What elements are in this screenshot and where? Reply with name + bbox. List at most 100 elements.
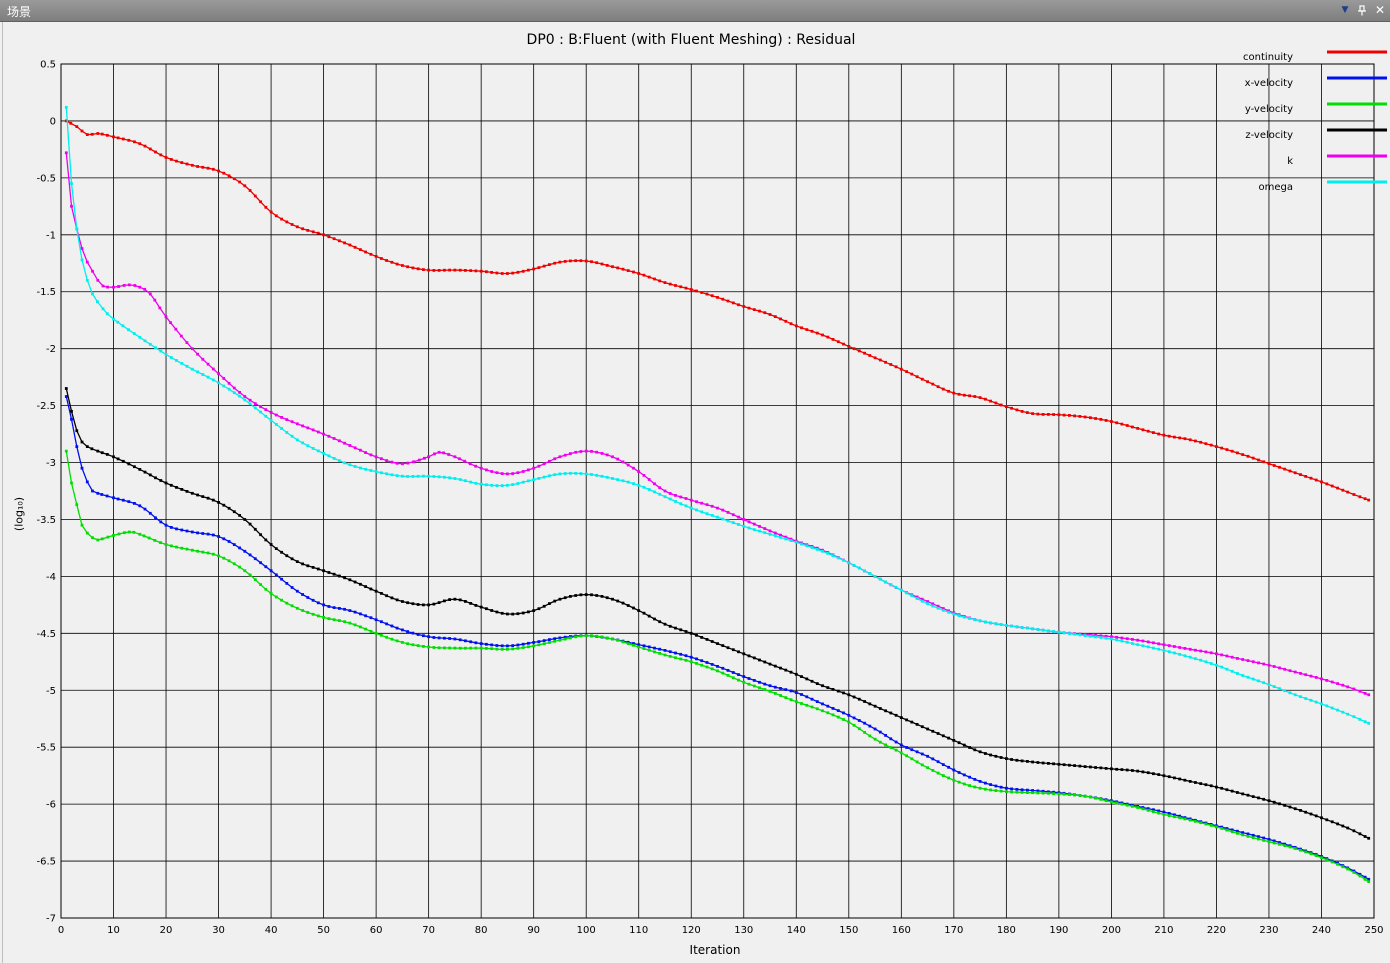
data-point-omega: [521, 480, 525, 484]
data-point-z-velocity: [763, 660, 767, 664]
data-point-x-velocity: [385, 622, 388, 626]
data-point-k: [169, 321, 172, 325]
data-point-x-velocity: [968, 775, 971, 779]
data-point-continuity: [1278, 465, 1281, 469]
data-point-x-velocity: [1251, 833, 1255, 837]
data-point-omega: [815, 548, 819, 551]
data-point-z-velocity: [1304, 810, 1308, 814]
data-point-z-velocity: [1010, 758, 1013, 761]
data-point-k: [485, 468, 488, 472]
data-point-y-velocity: [495, 647, 499, 651]
data-point-x-velocity: [537, 640, 541, 643]
data-point-y-velocity: [269, 592, 273, 595]
data-point-z-velocity: [899, 716, 903, 719]
data-point-continuity: [1309, 476, 1313, 480]
data-point-omega: [1325, 704, 1329, 708]
menu-dropdown-icon[interactable]: ▼: [1341, 5, 1349, 15]
data-point-y-velocity: [348, 621, 352, 625]
x-tick-label: 10: [107, 925, 120, 936]
data-point-z-velocity: [532, 609, 536, 612]
data-point-k: [243, 395, 247, 398]
data-point-y-velocity: [232, 562, 236, 566]
chart-legend: continuity x-velocity y-velocity z-velocity…: [1243, 50, 1387, 193]
data-point-k: [211, 367, 215, 371]
data-point-k: [1336, 682, 1339, 685]
data-point-z-velocity: [584, 593, 588, 596]
data-point-omega: [96, 300, 99, 303]
data-point-y-velocity: [779, 694, 782, 697]
data-point-omega: [243, 398, 247, 402]
data-point-y-velocity: [957, 780, 961, 784]
data-point-x-velocity: [899, 743, 903, 747]
data-point-z-velocity: [1141, 770, 1145, 774]
data-point-omega: [920, 599, 924, 603]
data-point-x-velocity: [926, 754, 929, 758]
data-point-omega: [138, 335, 142, 339]
data-point-continuity: [269, 210, 273, 214]
data-point-z-velocity: [521, 611, 525, 615]
data-point-k: [70, 204, 73, 208]
data-point-continuity: [1010, 406, 1013, 410]
data-point-x-velocity: [962, 773, 966, 777]
data-point-z-velocity: [227, 506, 231, 510]
data-point-y-velocity: [1015, 790, 1019, 794]
data-point-y-velocity: [852, 723, 856, 727]
data-point-y-velocity: [1178, 816, 1182, 820]
data-point-z-velocity: [411, 602, 415, 606]
data-point-z-velocity: [1152, 772, 1155, 776]
data-point-k: [311, 428, 315, 432]
data-point-omega: [485, 483, 488, 487]
data-point-z-velocity: [306, 564, 310, 568]
data-point-omega: [469, 480, 473, 484]
data-point-continuity: [227, 174, 231, 178]
data-point-omega: [1251, 677, 1255, 681]
data-point-k: [1225, 654, 1229, 658]
data-point-k: [295, 422, 299, 426]
data-point-z-velocity: [327, 571, 331, 574]
data-point-k: [227, 381, 231, 385]
data-point-z-velocity: [148, 473, 152, 477]
data-point-z-velocity: [385, 594, 388, 598]
data-point-k: [91, 269, 94, 273]
data-point-continuity: [1167, 434, 1171, 438]
data-point-k: [548, 459, 551, 463]
data-point-y-velocity: [978, 786, 982, 790]
data-point-z-velocity: [758, 658, 761, 662]
data-point-k: [1278, 666, 1281, 670]
data-point-k: [511, 472, 515, 475]
data-point-z-velocity: [1215, 785, 1218, 789]
data-point-z-velocity: [112, 455, 115, 459]
data-point-omega: [1358, 718, 1362, 721]
data-point-x-velocity: [253, 557, 257, 561]
data-point-continuity: [1267, 462, 1271, 466]
data-point-k: [532, 466, 536, 470]
x-tick-label: 170: [944, 925, 963, 936]
data-point-x-velocity: [327, 605, 331, 608]
close-icon[interactable]: ✕: [1374, 3, 1386, 17]
data-point-omega: [1330, 706, 1334, 710]
pin-icon[interactable]: [1354, 1, 1370, 19]
data-point-omega: [385, 472, 388, 476]
data-point-continuity: [169, 158, 173, 161]
data-point-z-velocity: [695, 633, 698, 637]
data-point-omega: [274, 423, 278, 426]
x-axis-ticks: 0 10 20 30 40 50 60 70 80 90 100 110 120 130 140 150 160…: [58, 925, 1384, 936]
data-point-continuity: [1152, 431, 1155, 434]
data-point-omega: [1057, 630, 1061, 634]
data-point-continuity: [1262, 460, 1266, 464]
data-point-continuity: [957, 392, 961, 396]
data-point-z-velocity: [1062, 763, 1066, 767]
data-point-continuity: [521, 269, 525, 273]
data-point-x-velocity: [148, 511, 152, 515]
data-point-y-velocity: [175, 545, 178, 549]
data-point-k: [574, 450, 578, 454]
data-point-continuity: [159, 153, 163, 157]
data-point-continuity: [1352, 493, 1356, 496]
data-point-y-velocity: [558, 638, 562, 642]
data-point-continuity: [805, 328, 809, 331]
data-point-x-velocity: [1041, 789, 1045, 793]
data-point-continuity: [637, 272, 641, 275]
data-point-k: [737, 515, 740, 519]
data-point-omega: [1125, 640, 1129, 644]
data-point-y-velocity: [674, 656, 677, 660]
